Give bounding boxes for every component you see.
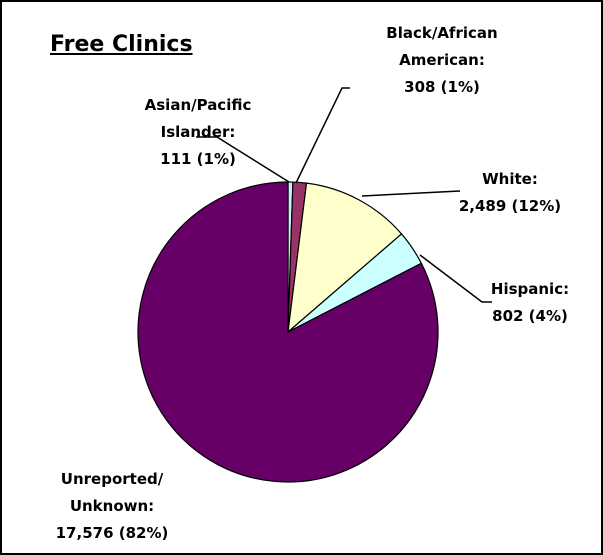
chart-title: Free Clinics (50, 32, 193, 57)
value-label: 111 (1%) (160, 150, 236, 168)
slice-label: Unreported/ Unknown: 17,576 (82%) (22, 466, 202, 547)
category-label: White: (482, 170, 538, 188)
slice-label: Black/African American: 308 (1%) (352, 20, 532, 101)
category-label: Unreported/ Unknown: (60, 470, 164, 515)
pie-slice (287, 182, 403, 334)
pie-slice (137, 181, 439, 483)
leader-line (419, 254, 492, 303)
leader-line (295, 87, 350, 184)
slice-label: Hispanic: 802 (4%) (440, 276, 603, 330)
value-label: 308 (1%) (404, 78, 480, 96)
leader-line (361, 190, 461, 197)
value-label: 2,489 (12%) (458, 197, 562, 215)
category-label: Hispanic: (490, 280, 570, 298)
slice-label: White: 2,489 (12%) (420, 166, 600, 220)
slice-label: Asian/Pacific Islander: 111 (1%) (108, 92, 288, 173)
value-label: 17,576 (82%) (55, 524, 169, 542)
category-label: Black/African American: (386, 24, 498, 69)
value-label: 802 (4%) (492, 307, 568, 325)
category-label: Asian/Pacific Islander: (144, 96, 252, 141)
leader-line (196, 136, 290, 183)
